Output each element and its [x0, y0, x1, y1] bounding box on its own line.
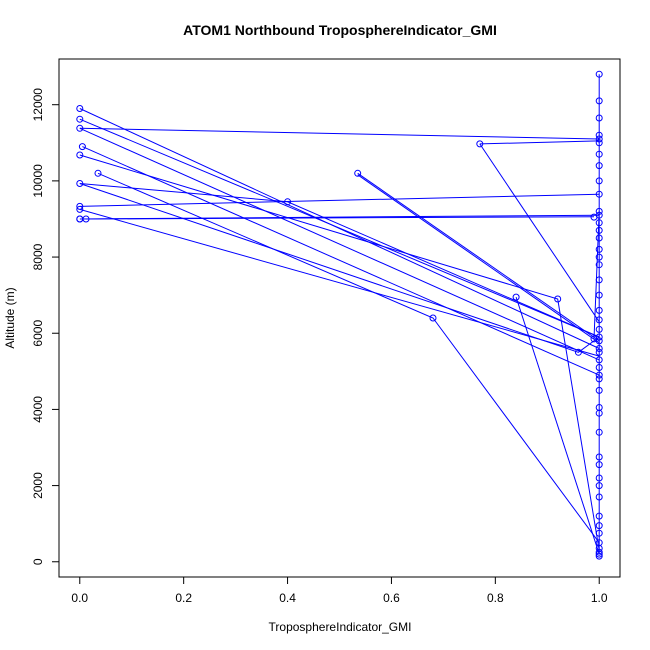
data-point-6: [94, 169, 102, 177]
y-tick-label-0: 0: [31, 558, 45, 565]
series-line-14: [357, 172, 600, 342]
y-axis: 0 2000 4000 6000 8000 10000 12000: [31, 88, 60, 565]
data-point-34: [595, 226, 603, 234]
y-tick-label-6: 12000: [31, 88, 45, 122]
data-point-45: [595, 337, 603, 345]
data-point-57: [595, 461, 603, 469]
data-point-17: [554, 295, 562, 303]
data-point-1: [76, 115, 84, 123]
data-point-16: [512, 293, 520, 301]
data-point-52: [595, 386, 603, 394]
data-point-11: [82, 215, 90, 223]
series-line-19: [593, 211, 600, 339]
data-point-66: [595, 548, 603, 556]
data-point-32: [595, 211, 603, 219]
data-point-50: [595, 371, 603, 379]
data-point-36: [595, 245, 603, 253]
data-point-7: [76, 202, 84, 210]
data-point-23: [595, 114, 603, 122]
x-tick-label-1: 0.2: [175, 591, 192, 605]
data-point-22: [595, 97, 603, 105]
y-tick-label-3: 6000: [31, 320, 45, 347]
x-tick-label-2: 0.4: [279, 591, 296, 605]
y-axis-label: Altitude (m): [3, 287, 17, 348]
data-point-42: [595, 316, 603, 324]
series-line-17: [479, 143, 600, 323]
data-point-58: [595, 474, 603, 482]
data-point-40: [595, 291, 603, 299]
data-point-21: [595, 70, 603, 78]
data-point-8: [76, 205, 84, 213]
data-point-31: [595, 207, 603, 215]
x-axis: 0.0 0.2 0.4 0.6 0.8 1.0: [71, 576, 608, 605]
data-point-48: [595, 356, 603, 364]
x-tick-label-4: 0.8: [487, 591, 504, 605]
data-point-29: [595, 177, 603, 185]
data-point-44: [595, 333, 603, 341]
y-tick-label-2: 4000: [31, 396, 45, 423]
data-point-15: [429, 314, 437, 322]
series-line-18: [515, 296, 600, 555]
data-point-37: [595, 253, 603, 261]
series-line-3: [79, 127, 600, 140]
data-point-60: [595, 493, 603, 501]
series-line-11: [79, 208, 600, 357]
series-line-4: [79, 127, 600, 361]
data-point-2: [76, 124, 84, 132]
data-point-24: [595, 131, 603, 139]
data-point-14: [476, 140, 484, 148]
x-tick-label-3: 0.6: [383, 591, 400, 605]
data-point-4: [78, 143, 86, 151]
data-point-5: [76, 180, 84, 187]
data-point-30: [595, 190, 603, 198]
data-point-13: [354, 169, 362, 177]
data-point-68: [595, 552, 603, 560]
x-tick-label-0: 0.0: [71, 591, 88, 605]
series-line-5: [82, 146, 600, 376]
data-point-3: [76, 151, 84, 159]
data-point-67: [595, 550, 603, 558]
data-point-35: [595, 234, 603, 242]
data-point-61: [595, 512, 603, 520]
data-point-12: [284, 198, 292, 206]
data-point-63: [595, 529, 603, 537]
x-axis-label: TroposphereIndicator_GMI: [269, 620, 412, 634]
x-tick-label-5: 1.0: [591, 591, 608, 605]
data-point-62: [595, 522, 603, 530]
data-point-0: [76, 105, 84, 112]
data-point-49: [595, 364, 603, 371]
data-point-25: [595, 135, 603, 143]
series-layer: [79, 74, 600, 555]
data-point-38: [595, 261, 603, 269]
series-line-8: [79, 183, 600, 353]
series-line-10: [79, 193, 600, 207]
y-tick-label-1: 2000: [31, 472, 45, 499]
data-point-47: [595, 348, 603, 356]
data-point-59: [595, 482, 603, 490]
y-tick-label-4: 8000: [31, 243, 45, 270]
data-point-46: [595, 345, 603, 352]
data-point-18: [574, 348, 582, 356]
series-line-2: [79, 118, 600, 338]
y-tick-label-5: 10000: [31, 164, 45, 198]
data-point-51: [595, 375, 603, 383]
data-point-33: [595, 219, 603, 227]
data-point-55: [595, 428, 603, 436]
series-line-15: [357, 174, 600, 344]
chart-title: ATOM1 Northbound TroposphereIndicator_GM…: [183, 22, 497, 38]
data-point-26: [595, 139, 603, 147]
data-point-27: [595, 150, 603, 158]
data-point-28: [595, 162, 603, 170]
series-line-13: [85, 216, 595, 220]
data-point-41: [595, 306, 603, 314]
data-point-43: [595, 325, 603, 333]
data-point-39: [595, 276, 603, 284]
data-point-56: [595, 453, 603, 461]
data-point-54: [595, 409, 603, 417]
series-line-16: [479, 140, 600, 145]
marker-layer: [76, 70, 603, 560]
series-line-7: [97, 172, 600, 543]
